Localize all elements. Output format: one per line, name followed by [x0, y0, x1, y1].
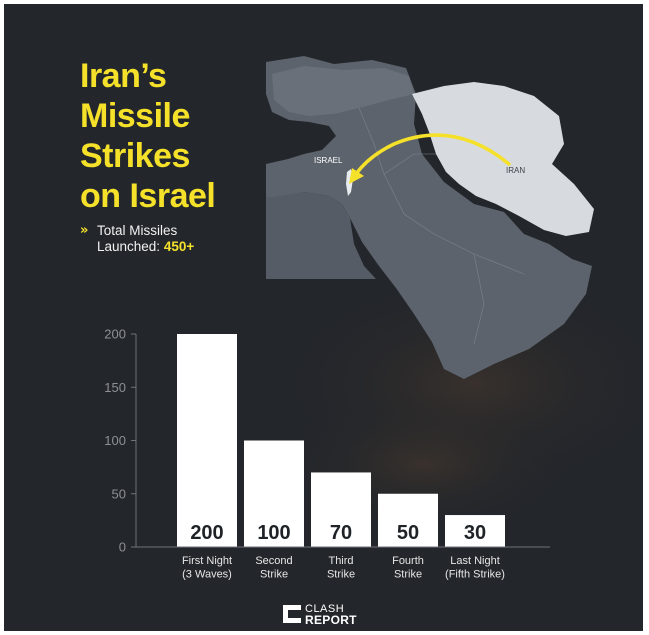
x-tick-label: Fourth: [392, 555, 424, 567]
map-label-iran: IRAN: [506, 166, 525, 175]
x-axis: First Night (3 Waves) Second Strike Third Str…: [136, 546, 550, 581]
bar-value-label: 70: [330, 522, 352, 544]
y-tick-label: 100: [104, 433, 126, 448]
y-axis: 0 50 100 150 200: [104, 327, 137, 555]
title-line-2: Missile: [80, 97, 190, 135]
bar: [378, 493, 438, 547]
bar-chart: 0 50 100 150 200 200 100 70 50 30 First Night (3 …: [104, 327, 550, 581]
strike-arrow: [354, 133, 511, 176]
logo-word-clash: CLASH: [305, 603, 345, 615]
bar: [311, 472, 371, 547]
bar-value-label: 30: [464, 522, 486, 544]
y-tick-label: 150: [104, 380, 126, 395]
logo-word-report: REPORT: [305, 613, 357, 627]
strike-arrow-head: [349, 168, 364, 184]
map-land: [266, 56, 592, 379]
x-tick-label: Second: [255, 555, 292, 567]
bar: [177, 334, 237, 547]
y-tick-label: 0: [119, 540, 126, 555]
x-tick-label: (3 Waves): [182, 569, 232, 581]
bar-value-label: 200: [190, 522, 223, 544]
title-line-1: Iran’s: [80, 57, 167, 95]
bar-value-label: 100: [257, 522, 290, 544]
title-line-4: on Israel: [80, 177, 216, 215]
total-label-prefix: Launched:: [97, 239, 164, 254]
bars: 200 100 70 50 30: [177, 334, 505, 547]
bar: [244, 440, 304, 547]
title-line-3: Strikes: [80, 137, 190, 175]
y-tick-label: 50: [112, 486, 126, 501]
x-tick-label: First Night: [182, 555, 232, 567]
x-tick-label: Strike: [260, 569, 288, 581]
map-turkey-land: [272, 66, 414, 116]
middle-east-map: ISRAEL IRAN: [266, 56, 594, 379]
x-tick-label: Strike: [327, 569, 355, 581]
x-tick-label: (Fifth Strike): [445, 569, 505, 581]
clash-report-logo: CLASH REPORT: [283, 603, 393, 627]
x-tick-label: Last Night: [450, 555, 500, 567]
x-tick-label: Third: [328, 555, 353, 567]
y-tick-label: 200: [104, 327, 126, 342]
map-label-israel: ISRAEL: [314, 156, 343, 165]
map-africa-land: [266, 192, 376, 279]
bar: [445, 515, 505, 547]
x-tick-label: Strike: [394, 569, 422, 581]
map-borders: [358, 107, 525, 345]
clash-report-logo-mark: [283, 605, 301, 623]
total-value: 450+: [163, 239, 195, 254]
total-label-line1: Total Missiles: [97, 223, 178, 238]
chevron-right-icon: »: [80, 223, 89, 238]
total-label-line2: Launched: 450+: [97, 239, 194, 254]
infographic-panel: Iran’s Missile Strikes on Israel » Total…: [4, 4, 643, 631]
bar-value-label: 50: [397, 522, 419, 544]
